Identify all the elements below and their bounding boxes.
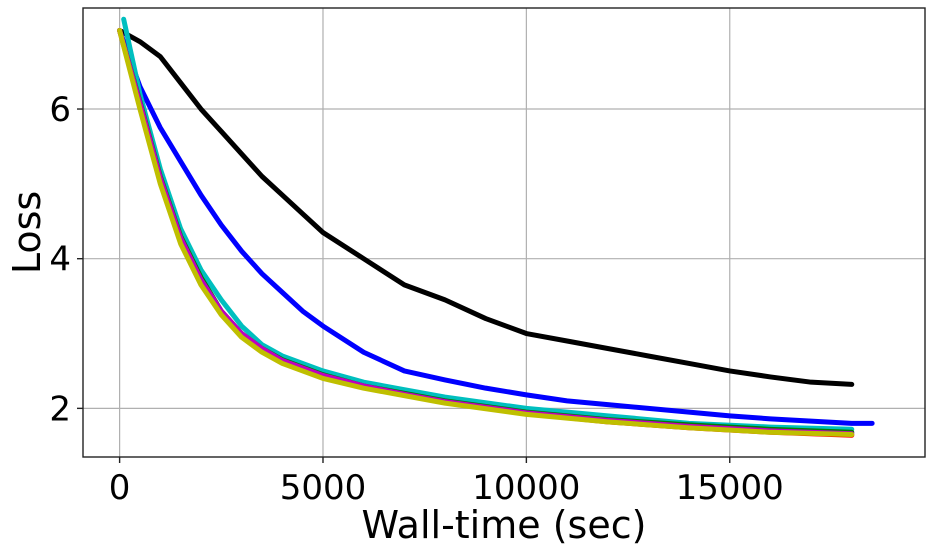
- y-tick-label: 6: [49, 90, 71, 130]
- series-line-7: [117, 27, 855, 438]
- series-line-1: [117, 27, 855, 387]
- plot-frame: [82, 7, 926, 458]
- x-axis-title: Wall-time (sec): [362, 503, 647, 547]
- x-tick-label: 10000: [472, 468, 580, 508]
- x-tick-label: 15000: [676, 468, 784, 508]
- x-tick-label: 5000: [280, 468, 367, 508]
- y-axis-title: Loss: [5, 191, 49, 274]
- series-line-2: [117, 27, 875, 426]
- x-tick-label: 0: [109, 468, 131, 508]
- series-lines: [117, 16, 875, 438]
- y-tick-label: 2: [49, 389, 71, 429]
- series-line-3: [121, 16, 855, 432]
- axis-ticks: 0 5000 10000 15000 2 4 6: [49, 90, 783, 508]
- y-tick-label: 4: [49, 240, 71, 280]
